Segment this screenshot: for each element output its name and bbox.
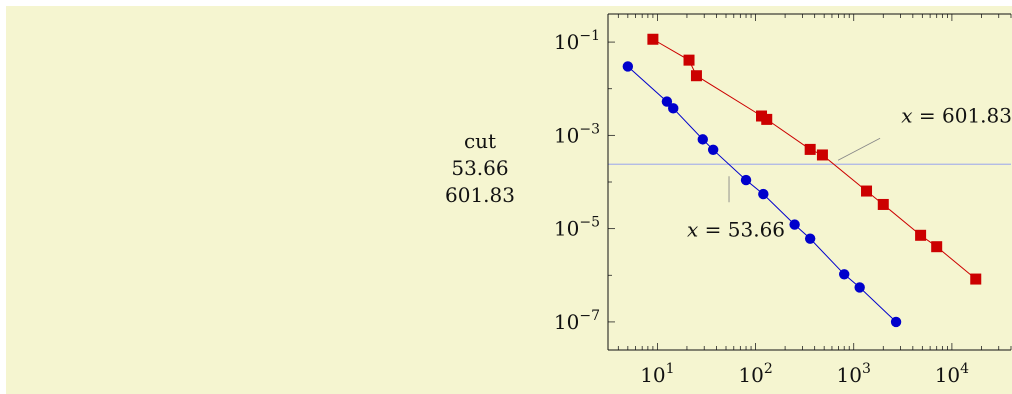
series-1-point — [758, 188, 769, 200]
series-1-point — [661, 96, 673, 107]
y-tick-label: 10−1 — [554, 28, 600, 54]
cut-value-2: 601.83 — [445, 183, 515, 207]
series-2-point — [970, 273, 982, 285]
y-tick-label: 10−3 — [554, 121, 600, 147]
series-2-point — [647, 33, 659, 45]
series-1-point — [854, 282, 865, 293]
series-2-point — [915, 229, 927, 241]
series-2-point — [861, 185, 873, 197]
series-2-point — [931, 241, 943, 253]
series-2-point — [683, 54, 695, 66]
annotation-layer: x = 53.66 x = 601.83 — [687, 103, 1012, 241]
series-2-point — [816, 149, 828, 161]
chart-panel — [6, 6, 1012, 394]
series-1-point — [707, 144, 719, 156]
annotation-label: x = 601.83 — [901, 103, 1012, 127]
cut-summary: cut 53.66 601.83 — [440, 128, 520, 209]
x-tick-label: 103 — [837, 361, 871, 387]
series-2-point — [877, 198, 889, 210]
series-1-point — [622, 61, 634, 72]
tick-labels: 101 102 103 104 10−7 10−5 10−3 10−1 — [554, 28, 969, 387]
series-1-point — [740, 174, 752, 186]
y-tick-label: 10−5 — [554, 215, 600, 241]
annotation-pin — [837, 137, 881, 161]
series-1-point — [697, 134, 708, 145]
cut-value-1: 53.66 — [451, 156, 509, 180]
axes-frame — [607, 13, 1011, 351]
series-2-point — [761, 113, 773, 125]
series-layer — [622, 33, 982, 328]
series-2-point — [804, 143, 816, 155]
series-1-point — [804, 233, 816, 244]
series-1-point — [839, 269, 850, 280]
y-tick-label: 10−7 — [554, 308, 600, 334]
x-tick-label: 102 — [738, 361, 772, 387]
annotation-label: x = 53.66 — [687, 217, 785, 241]
series-1-point — [789, 219, 800, 230]
tick-marks — [608, 14, 1012, 350]
series-1-point — [668, 103, 679, 114]
series-2-point — [690, 70, 702, 82]
cut-heading: cut — [463, 129, 497, 153]
x-tick-label: 104 — [935, 361, 969, 387]
x-tick-label: 101 — [640, 361, 674, 387]
series-1-point — [890, 316, 902, 328]
